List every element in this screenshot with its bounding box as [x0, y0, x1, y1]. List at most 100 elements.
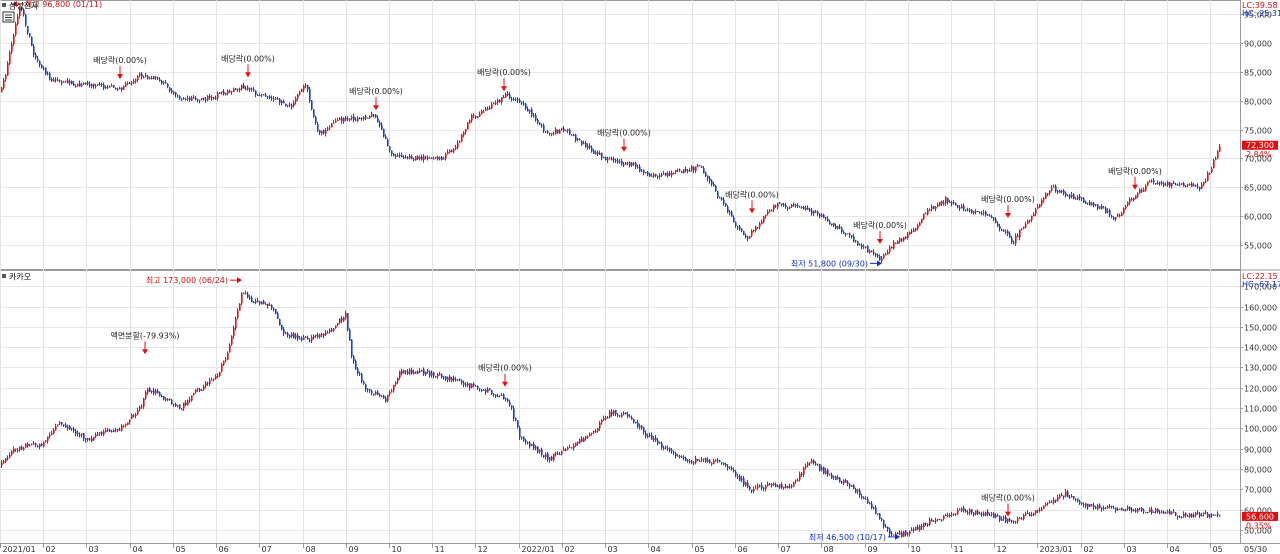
- y-tick-label: 75,000: [1244, 127, 1272, 136]
- candle-body: [591, 147, 593, 152]
- candle-body: [691, 166, 693, 171]
- x-tick-label: 05: [1213, 545, 1223, 554]
- candle-body: [47, 436, 49, 441]
- candle-body: [147, 388, 149, 393]
- candle-body: [391, 150, 393, 155]
- candle-body: [119, 429, 121, 431]
- candle-body: [647, 435, 649, 437]
- candle-body: [319, 334, 321, 338]
- candle-body: [485, 108, 487, 111]
- candle-body: [1003, 517, 1005, 519]
- candle-body: [297, 94, 299, 99]
- candle-body: [809, 209, 811, 211]
- candle-body: [215, 375, 217, 379]
- candle-body: [1031, 514, 1033, 516]
- candle-body: [967, 209, 969, 211]
- candle-body: [623, 164, 625, 166]
- extreme-marker: 최고 173,000 (06/24): [146, 275, 242, 285]
- x-tick-label: 02: [46, 545, 56, 554]
- candle-body: [253, 301, 255, 304]
- candle-body: [579, 439, 581, 444]
- candle-body: [575, 442, 577, 446]
- candle-body: [1121, 213, 1123, 216]
- candle-body: [1009, 518, 1011, 521]
- panel-title-kakao[interactable]: 카카오: [2, 273, 31, 282]
- candle-body: [89, 84, 91, 86]
- candle-body: [245, 88, 247, 90]
- candle-body: [415, 371, 417, 374]
- candle-body: [237, 310, 239, 319]
- candle-body: [819, 213, 821, 217]
- candle-body: [239, 303, 241, 311]
- candle-body: [653, 438, 655, 440]
- candle-body: [339, 318, 341, 323]
- candle-body: [973, 211, 975, 214]
- candle-body: [873, 507, 875, 509]
- candle-body: [1137, 193, 1139, 197]
- candle-body: [407, 371, 409, 374]
- candle-body: [997, 515, 999, 517]
- candle-body: [1067, 195, 1069, 197]
- chart-settings-button[interactable]: [2, 11, 15, 23]
- candle-body: [631, 417, 633, 420]
- candle-body: [1197, 512, 1199, 514]
- candle-body: [687, 460, 689, 462]
- candle-body: [515, 98, 517, 100]
- candle-body: [371, 390, 373, 394]
- candle-body: [461, 380, 463, 383]
- candle-body: [211, 379, 213, 381]
- candle-body: [1053, 186, 1055, 188]
- candle-body: [127, 82, 129, 84]
- candle-body: [387, 394, 389, 401]
- candle-body: [855, 240, 857, 242]
- candle-body: [1049, 501, 1051, 503]
- candle-body: [1075, 198, 1077, 200]
- candle-body: [969, 209, 971, 211]
- candle-body: [491, 390, 493, 394]
- candle-body: [433, 158, 435, 160]
- candle-body: [827, 469, 829, 475]
- candle-body: [959, 509, 961, 511]
- candle-body: [235, 88, 237, 90]
- candle-body: [485, 389, 487, 393]
- candle-body: [229, 345, 231, 353]
- candle-body: [991, 513, 993, 515]
- candle-body: [735, 222, 737, 226]
- candle-body: [927, 524, 929, 526]
- candle-body: [857, 241, 859, 245]
- candle-body: [63, 424, 65, 426]
- candle-body: [189, 399, 191, 401]
- candle-body: [217, 375, 219, 377]
- y-tick-label: 120,000: [1244, 385, 1277, 394]
- candle-body: [1189, 183, 1191, 185]
- candle-body: [659, 175, 661, 177]
- candle-body: [209, 380, 211, 385]
- candle-body: [851, 485, 853, 487]
- candle-body: [261, 94, 263, 96]
- candle-body: [295, 98, 297, 103]
- candle-body: [703, 458, 705, 460]
- candle-body: [399, 371, 401, 378]
- candle-body: [271, 97, 273, 99]
- candle-body: [353, 116, 355, 120]
- candle-body: [193, 97, 195, 99]
- candle-body: [853, 236, 855, 242]
- candle-body: [277, 98, 279, 100]
- candle-body: [109, 85, 111, 88]
- candle-body: [713, 183, 715, 187]
- candle-body: [175, 92, 177, 95]
- candle-body: [1171, 511, 1173, 514]
- candle-body: [649, 174, 651, 177]
- candle-body: [37, 58, 39, 61]
- candle-body: [1013, 521, 1015, 523]
- candle-body: [357, 368, 359, 374]
- candle-body: [161, 396, 163, 398]
- panel-title-samsung[interactable]: 삼성전자: [2, 1, 39, 11]
- candle-body: [1189, 513, 1191, 517]
- candle-body: [545, 454, 547, 458]
- candle-body: [785, 486, 787, 488]
- candle-body: [887, 527, 889, 530]
- candle-body: [33, 46, 35, 55]
